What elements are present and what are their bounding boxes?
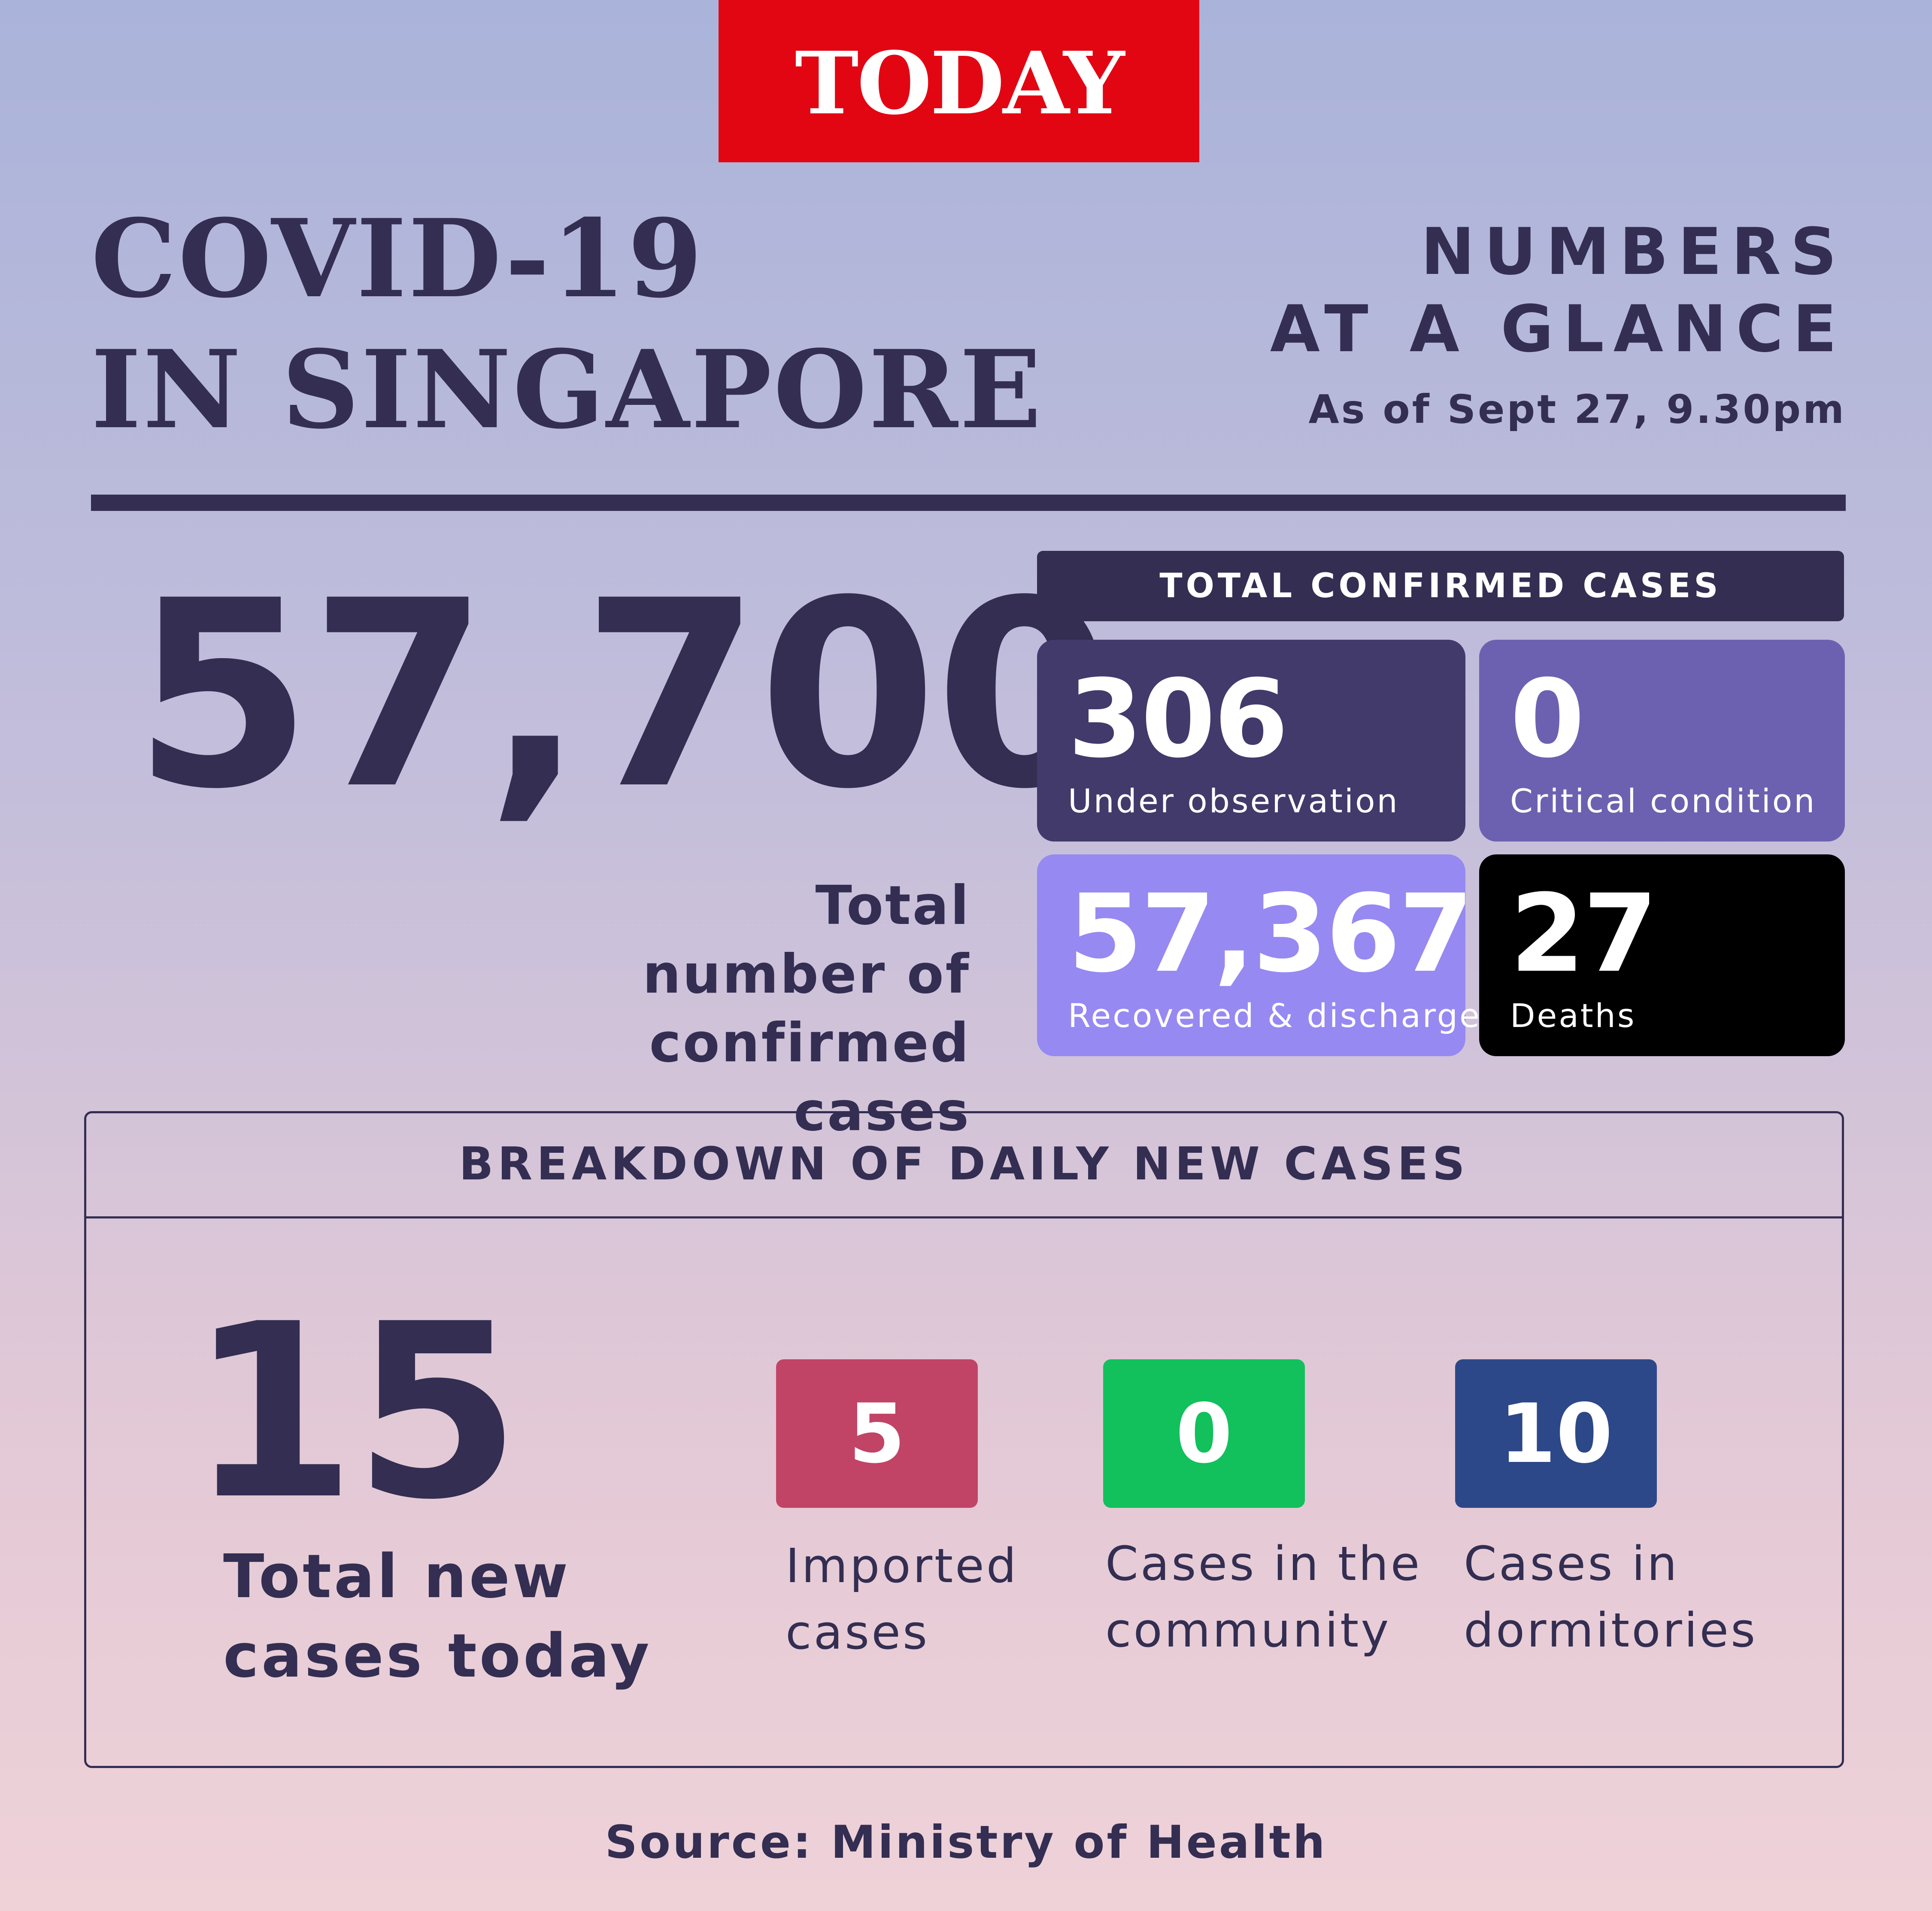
community-label-line-1: Cases in the (1105, 1536, 1422, 1591)
total-label-line-1: Total number of (643, 875, 971, 1006)
dormitory-cases-label: Cases in dormitories (1464, 1531, 1757, 1664)
imported-cases-badge: 5 (776, 1359, 978, 1508)
stat-deaths: 27 Deaths (1479, 854, 1845, 1056)
header-divider (91, 495, 1846, 511)
community-label-line-2: community (1105, 1603, 1391, 1658)
header-at-a-glance: AT A GLANCE (1270, 292, 1846, 367)
dormitory-cases-badge: 10 (1455, 1359, 1657, 1508)
total-confirmed-value: 57,700 (133, 545, 1114, 845)
breakdown-panel (84, 1111, 1844, 1768)
stat-label: Critical condition (1510, 782, 1817, 820)
logo-text: TODAY (795, 33, 1125, 134)
stat-value: 27 (1510, 871, 1658, 996)
stat-critical-condition: 0 Critical condition (1479, 640, 1845, 842)
stat-under-observation: 306 Under observation (1037, 640, 1465, 842)
new-total-label-line-2: cases today (223, 1621, 652, 1691)
today-logo: TODAY (719, 0, 1199, 162)
total-confirmed-label: Total number of confirmed cases (584, 872, 971, 1146)
breakdown-divider (84, 1216, 1844, 1218)
stat-label: Under observation (1068, 782, 1399, 820)
new-cases-total-label: Total new cases today (223, 1537, 652, 1696)
dormitory-label-line-2: dormitories (1464, 1603, 1758, 1658)
stat-label: Recovered & discharged (1068, 997, 1504, 1035)
community-cases-label: Cases in the community (1105, 1531, 1422, 1664)
source-credit: Source: Ministry of Health (605, 1816, 1327, 1868)
total-confirmed-cases-header: TOTAL CONFIRMED CASES (1037, 551, 1844, 621)
breakdown-title: BREAKDOWN OF DAILY NEW CASES (459, 1137, 1469, 1190)
new-cases-total-value: 15 (189, 1273, 521, 1552)
community-cases-badge: 0 (1103, 1359, 1305, 1508)
total-confirmed-cases-title: TOTAL CONFIRMED CASES (1159, 567, 1722, 605)
stat-label: Deaths (1510, 997, 1636, 1035)
imported-cases-label: Imported cases (786, 1533, 1019, 1666)
imported-label-line-1: Imported (786, 1538, 1019, 1593)
imported-label-line-2: cases (786, 1605, 930, 1660)
stat-recovered-discharged: 57,367 Recovered & discharged (1037, 854, 1502, 1056)
stat-value: 57,367 (1068, 871, 1474, 996)
header-numbers: NUMBERS (1421, 215, 1846, 289)
stat-value: 306 (1068, 656, 1289, 781)
as-of-date: As of Sept 27, 9.30pm (1308, 386, 1846, 432)
title-line-1: COVID-19 (91, 195, 704, 322)
stat-value: 0 (1510, 656, 1585, 781)
dormitory-label-line-1: Cases in (1464, 1536, 1679, 1591)
new-total-label-line-1: Total new (223, 1542, 571, 1612)
title-line-2: IN SINGAPORE (91, 326, 1043, 453)
